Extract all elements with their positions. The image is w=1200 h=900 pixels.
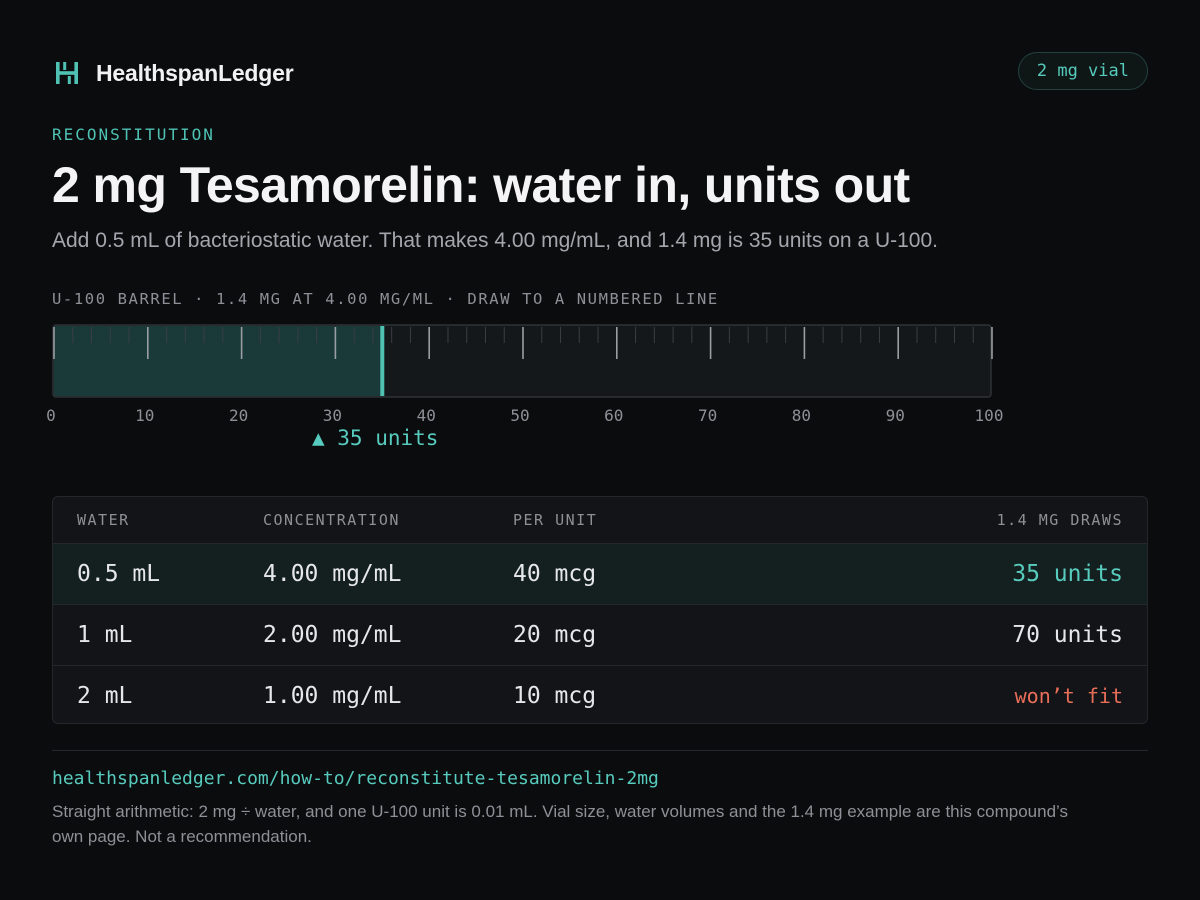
cell-concentration: 2.00 mg/mL — [263, 622, 402, 648]
tick-label: 0 — [46, 406, 56, 425]
fill-line-marker — [380, 326, 385, 396]
tick-label: 80 — [792, 406, 811, 425]
cell-draws: 70 units — [1012, 622, 1123, 648]
tick-label: 60 — [604, 406, 623, 425]
header-concentration: CONCENTRATION — [263, 511, 400, 529]
cell-water: 2 mL — [77, 683, 133, 709]
vial-size-badge: 2 mg vial — [1017, 52, 1148, 90]
table-header: WATER CONCENTRATION PER UNIT 1.4 MG DRAW… — [53, 497, 1147, 544]
section-eyebrow: RECONSTITUTION — [52, 125, 215, 144]
cell-per-unit: 10 mcg — [513, 683, 597, 709]
tick-label: 20 — [229, 406, 248, 425]
tick-label: 10 — [135, 406, 154, 425]
source-link[interactable]: healthspanledger.com/how-to/reconstitute… — [52, 768, 659, 789]
tick-label: 30 — [323, 406, 342, 425]
cell-water: 1 mL — [77, 622, 133, 648]
tick-label: 50 — [510, 406, 529, 425]
cell-per-unit: 40 mcg — [513, 561, 597, 587]
tick-label: 100 — [975, 406, 1004, 425]
page-subtitle: Add 0.5 mL of bacteriostatic water. That… — [52, 229, 938, 252]
page-title: 2 mg Tesamorelin: water in, units out — [52, 157, 910, 213]
cell-water: 0.5 mL — [77, 561, 161, 587]
brand-name: HealthspanLedger — [96, 59, 294, 86]
brand-h-logo-icon — [56, 62, 78, 84]
barrel-caption: U-100 BARREL · 1.4 MG AT 4.00 MG/ML · DR… — [52, 290, 719, 308]
brand[interactable]: HealthspanLedger — [52, 58, 294, 88]
tick-label: 70 — [698, 406, 717, 425]
header-draws: 1.4 MG DRAWS — [996, 511, 1123, 529]
header-water: WATER — [77, 511, 130, 529]
cell-concentration: 1.00 mg/mL — [263, 683, 402, 709]
cell-concentration: 4.00 mg/mL — [263, 561, 402, 587]
table-row[interactable]: 0.5 mL 4.00 mg/mL 40 mcg 35 units — [53, 544, 1147, 605]
barrel-fill — [54, 326, 383, 396]
footer-divider — [52, 750, 1148, 751]
cell-draws-warning: won’t fit — [1014, 684, 1123, 708]
table-row[interactable]: 2 mL 1.00 mg/mL 10 mcg won’t fit — [53, 666, 1147, 723]
cell-draws: 35 units — [1012, 561, 1123, 587]
draw-amount-label: ▲ 35 units — [312, 426, 439, 450]
tick-label: 90 — [886, 406, 905, 425]
header-per-unit: PER UNIT — [513, 511, 598, 529]
footer-note: Straight arithmetic: 2 mg ÷ water, and o… — [52, 802, 1068, 846]
cell-per-unit: 20 mcg — [513, 622, 597, 648]
barrel-body — [52, 324, 992, 398]
dilution-table: WATER CONCENTRATION PER UNIT 1.4 MG DRAW… — [52, 496, 1148, 724]
table-row[interactable]: 1 mL 2.00 mg/mL 20 mcg 70 units — [53, 605, 1147, 666]
tick-label: 40 — [417, 406, 436, 425]
